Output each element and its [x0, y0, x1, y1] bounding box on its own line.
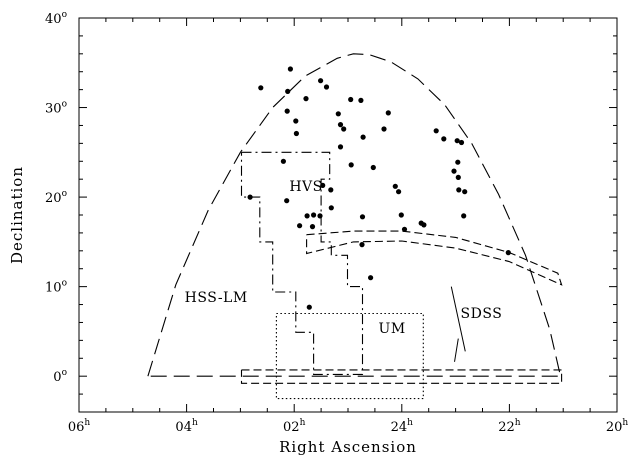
x-tick-label: 06h — [68, 418, 91, 435]
data-point — [451, 168, 457, 174]
y-tick-label: 20o — [45, 189, 67, 206]
region-hss-lm-boundary — [147, 53, 562, 377]
data-point — [398, 212, 404, 218]
data-point — [441, 136, 447, 142]
data-point — [368, 275, 374, 281]
data-point — [381, 126, 387, 132]
data-point — [304, 213, 310, 219]
data-point — [317, 213, 323, 219]
data-point — [396, 189, 402, 195]
x-tick-label: 04h — [175, 418, 198, 435]
data-point — [461, 213, 467, 219]
data-points — [247, 66, 511, 310]
data-point — [293, 130, 299, 137]
data-point — [328, 187, 334, 193]
x-tick-label: 22h — [498, 418, 521, 435]
region-hvs-boundary — [240, 151, 364, 375]
x-tick-label: 24h — [391, 418, 414, 435]
data-point — [287, 66, 293, 72]
region-labels: HVS HSS-LM UM SDSS — [185, 179, 503, 337]
data-point — [455, 174, 461, 180]
data-point — [311, 212, 317, 218]
y-tick-label: 30o — [45, 100, 67, 117]
y-tick-label: 0o — [53, 368, 67, 385]
y-axis-ticks: 0o 10o 20o 30o 40o — [45, 10, 617, 413]
data-point — [323, 84, 330, 90]
data-point — [303, 96, 309, 102]
data-point — [309, 224, 316, 230]
data-point — [284, 108, 290, 114]
data-point — [285, 88, 291, 94]
x-axis-ticks: 06h 04h 02h 24h 22h 20h — [68, 18, 629, 435]
y-tick-label: 10o — [45, 279, 67, 296]
x-tick-label: 20h — [606, 418, 629, 435]
data-point — [433, 128, 439, 134]
y-tick-label: 40o — [45, 10, 67, 27]
data-point — [359, 242, 365, 248]
data-point — [284, 198, 290, 204]
data-point — [247, 194, 253, 200]
data-point — [385, 110, 391, 116]
region-um-boundary — [275, 312, 424, 400]
data-point — [421, 222, 427, 228]
data-point — [455, 159, 461, 165]
data-point — [293, 118, 299, 124]
data-point — [454, 138, 460, 144]
data-point — [297, 223, 303, 229]
data-point — [258, 85, 264, 91]
sdss-pointer-line-lower — [454, 338, 459, 362]
data-point — [348, 162, 354, 168]
data-point — [359, 214, 366, 220]
data-point — [328, 205, 334, 211]
data-point — [458, 139, 465, 146]
region-sdss-boundary — [306, 230, 563, 286]
data-point — [462, 189, 468, 195]
label-um: UM — [379, 321, 406, 337]
data-point — [335, 111, 341, 117]
data-point — [341, 126, 347, 132]
label-sdss: SDSS — [461, 306, 503, 322]
data-point — [337, 122, 344, 128]
label-hss-lm: HSS-LM — [185, 290, 248, 306]
data-point — [320, 182, 326, 188]
survey-regions — [147, 53, 563, 400]
data-point — [392, 183, 398, 189]
sdss-pointer-line — [450, 286, 466, 352]
data-point — [358, 97, 364, 103]
data-point — [505, 250, 511, 256]
x-tick-label: 02h — [283, 418, 306, 435]
data-point — [456, 187, 462, 193]
plot-frame — [78, 17, 618, 413]
data-point — [318, 78, 324, 84]
data-point — [337, 144, 344, 150]
data-point — [306, 304, 312, 310]
data-point — [370, 164, 376, 171]
data-point — [348, 96, 354, 103]
data-point — [360, 134, 366, 140]
label-hvs: HVS — [289, 179, 322, 195]
data-point — [401, 226, 408, 232]
data-point — [280, 158, 286, 164]
y-axis-label: Declination — [8, 166, 26, 264]
x-axis-label: Right Ascension — [279, 438, 417, 456]
